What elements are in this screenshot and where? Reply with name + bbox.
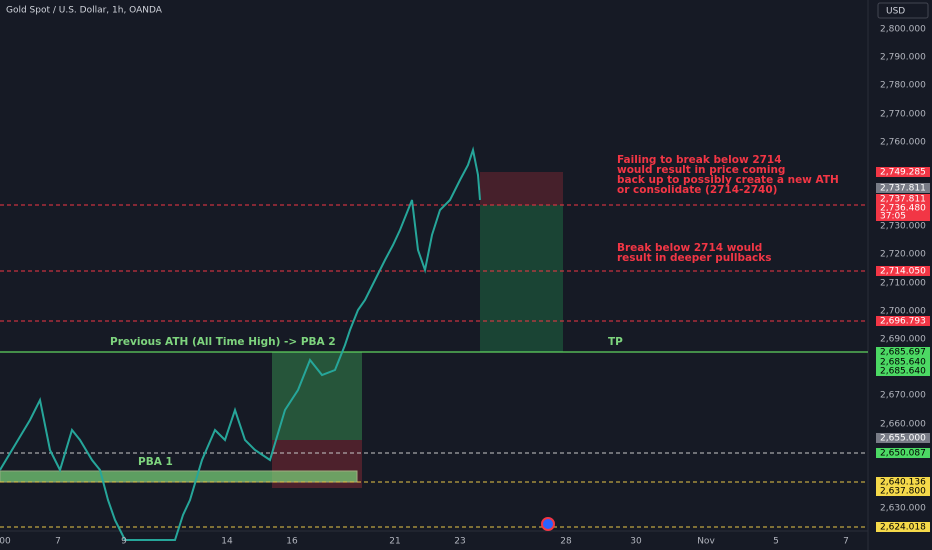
levels (0, 204, 868, 528)
pba1-zone (0, 470, 358, 483)
price-tag-label: 2,696.793 (880, 317, 926, 327)
time-label: 21 (389, 537, 400, 547)
price-tag (876, 266, 930, 276)
time-label: 00 (0, 537, 11, 547)
price-label: 2,700.000 (880, 307, 926, 317)
price-label: 2,690.000 (880, 335, 926, 345)
price-tag-label: 2,685.697 (880, 348, 926, 358)
price-tag (876, 203, 930, 213)
annotation: Failing to break below 2714 (617, 154, 782, 166)
time-label: 7 (843, 537, 849, 547)
target-zone (272, 352, 362, 440)
target-zone (480, 205, 563, 352)
price-tag-label: 2,737.811 (880, 195, 926, 205)
time-label: 7 (55, 537, 61, 547)
annotation: PBA 1 (138, 456, 173, 468)
time-label: Nov (697, 537, 715, 547)
price-tag-label: 2,714.050 (880, 267, 926, 277)
annotation: back up to possibly create a new ATH (617, 174, 839, 186)
price-label: 2,790.000 (880, 53, 926, 63)
price-label: 2,710.000 (880, 279, 926, 289)
annotation: result in deeper pullbacks (617, 252, 772, 264)
event-icon[interactable] (541, 517, 555, 531)
price-label: 2,780.000 (880, 81, 926, 91)
price-tag (876, 357, 930, 367)
price-tag (876, 486, 930, 496)
price-label: 2,670.000 (880, 391, 926, 401)
time-label: 28 (560, 537, 572, 547)
price-label: 2,720.000 (880, 250, 926, 260)
price-tag (876, 366, 930, 376)
price-tag-label: 2,640.136 (880, 478, 926, 488)
price-tag (876, 477, 930, 487)
annotation: Previous ATH (All Time High) -> PBA 2 (110, 336, 336, 348)
time-label: 5 (773, 537, 779, 547)
price-trace (0, 146, 481, 541)
price-tag-label: 2,685.640 (880, 358, 926, 368)
symbol-title: Gold Spot / U.S. Dollar, 1h, OANDA (6, 6, 163, 16)
annotation: would result in price coming (617, 164, 785, 176)
price-tag-label: 2,737.811 (880, 184, 926, 194)
price-tag (876, 183, 930, 193)
price-tag-label: 2,685.640 (880, 367, 926, 377)
price-label: 2,730.000 (880, 222, 926, 232)
price-tag-label: 2,749.285 (880, 168, 926, 178)
price-tag (876, 316, 930, 326)
time-label: 30 (630, 537, 642, 547)
price-tag-label: 2,624.018 (880, 523, 926, 533)
price-tag-label: 2,736.480 (880, 204, 926, 214)
stop-zone (480, 172, 563, 205)
price-tag-label: 37:05 (880, 212, 906, 222)
price-label: 2,760.000 (880, 138, 926, 148)
time-label: 16 (286, 537, 298, 547)
price-label: 2,660.000 (880, 420, 926, 430)
price-tag-label: 2,637.800 (880, 487, 926, 497)
price-label: 2,770.000 (880, 110, 926, 120)
annotation: Break below 2714 would (617, 242, 762, 254)
price-tag (876, 211, 930, 221)
time-label: 9 (121, 537, 127, 547)
currency-button[interactable] (877, 2, 929, 19)
price-tag (876, 194, 930, 204)
time-label: 14 (221, 537, 233, 547)
price-label: 2,800.000 (880, 25, 926, 35)
price-tag (876, 448, 930, 458)
price-tag (876, 433, 930, 443)
time-label: 23 (454, 537, 465, 547)
currency-label[interactable]: USD (886, 7, 905, 17)
annotation: or consolidate (2714-2740) (617, 184, 777, 196)
price-label: 2,630.000 (880, 504, 926, 514)
annotation: TP (608, 336, 623, 348)
price-tag (876, 522, 930, 532)
price-tag-label: 2,650.087 (880, 449, 926, 459)
price-tag-label: 2,655.000 (880, 434, 926, 444)
price-tag (876, 347, 930, 357)
price-tag (876, 167, 930, 177)
